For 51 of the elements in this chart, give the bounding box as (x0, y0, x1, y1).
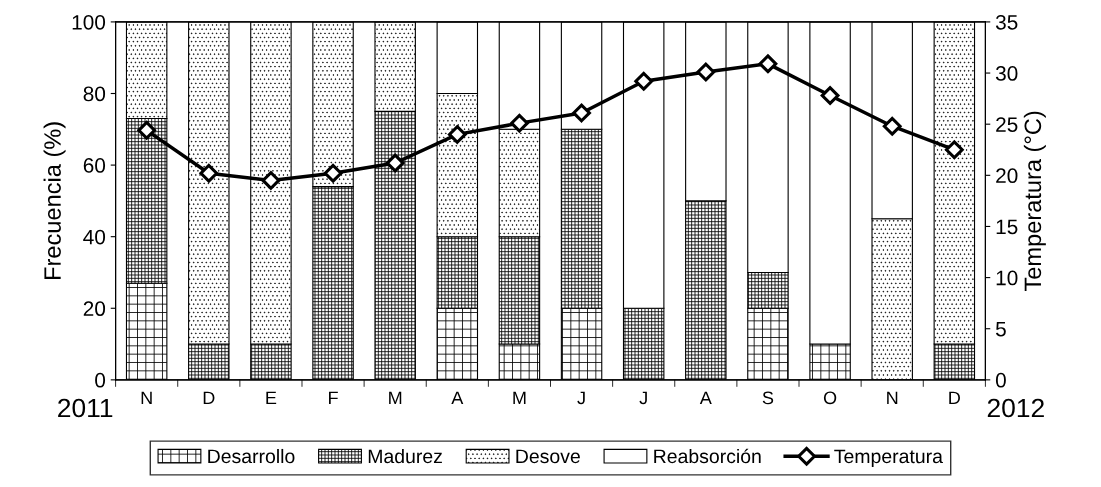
x-tick-label: J (577, 391, 585, 405)
x-tick-label: N (141, 391, 152, 405)
y2-tick-label: 5 (995, 321, 1006, 337)
y-tick-label: 100 (72, 14, 106, 30)
y2-tick-label: 25 (996, 117, 1018, 132)
y2-tick-label: 30 (995, 66, 1018, 81)
point (820, 86, 840, 105)
x-tick-label: M (389, 391, 402, 405)
x-tick-label: A (699, 391, 712, 405)
legend-label: Temperatura (834, 449, 943, 468)
point (696, 62, 716, 82)
y2-tick-label: 35 (995, 14, 1018, 30)
x-tick-label: D (949, 391, 960, 405)
point (882, 116, 902, 136)
y-tick-label: 40 (83, 229, 106, 245)
y2-tick-label: 15 (996, 219, 1018, 235)
text: 2011 (58, 398, 113, 418)
x-tick-label: F (329, 391, 338, 405)
x-tick-label: M (513, 391, 526, 405)
legend-label: Madurez (368, 448, 442, 464)
point (323, 163, 343, 183)
point (385, 153, 405, 173)
y2-tick-label: 0 (995, 372, 1006, 388)
y-tick-label: 20 (83, 301, 106, 317)
y2-tick-label: 20 (996, 168, 1018, 184)
legend-label: Reabsorción (654, 448, 761, 464)
y-tick-label: 60 (83, 158, 106, 173)
point (510, 113, 529, 133)
x-tick-label: S (762, 391, 774, 405)
x-tick-label: J (639, 391, 647, 405)
legend-label: Desove (516, 449, 580, 464)
x-tick-label: E (266, 391, 277, 405)
point (944, 140, 964, 160)
legend-label: Desarrollo (208, 448, 295, 464)
point (634, 71, 654, 91)
y-tick-label: 0 (95, 372, 106, 388)
y2-tick-label: 10 (996, 270, 1018, 286)
point (137, 120, 157, 140)
x-tick-label: A (451, 391, 464, 405)
point (261, 171, 281, 190)
y2-axis-title: Temperatura (°C) (1023, 111, 1046, 292)
text: 2012 (987, 398, 1044, 418)
point (758, 54, 778, 74)
x-tick-label: N (887, 391, 898, 405)
point (447, 125, 467, 144)
point (572, 103, 591, 123)
x-tick-label: O (823, 391, 837, 405)
x-tick-label: D (203, 391, 215, 405)
y-axis-title: Frecuencia (%) (43, 122, 66, 279)
y-tick-label: 80 (83, 86, 106, 102)
point (199, 163, 219, 183)
